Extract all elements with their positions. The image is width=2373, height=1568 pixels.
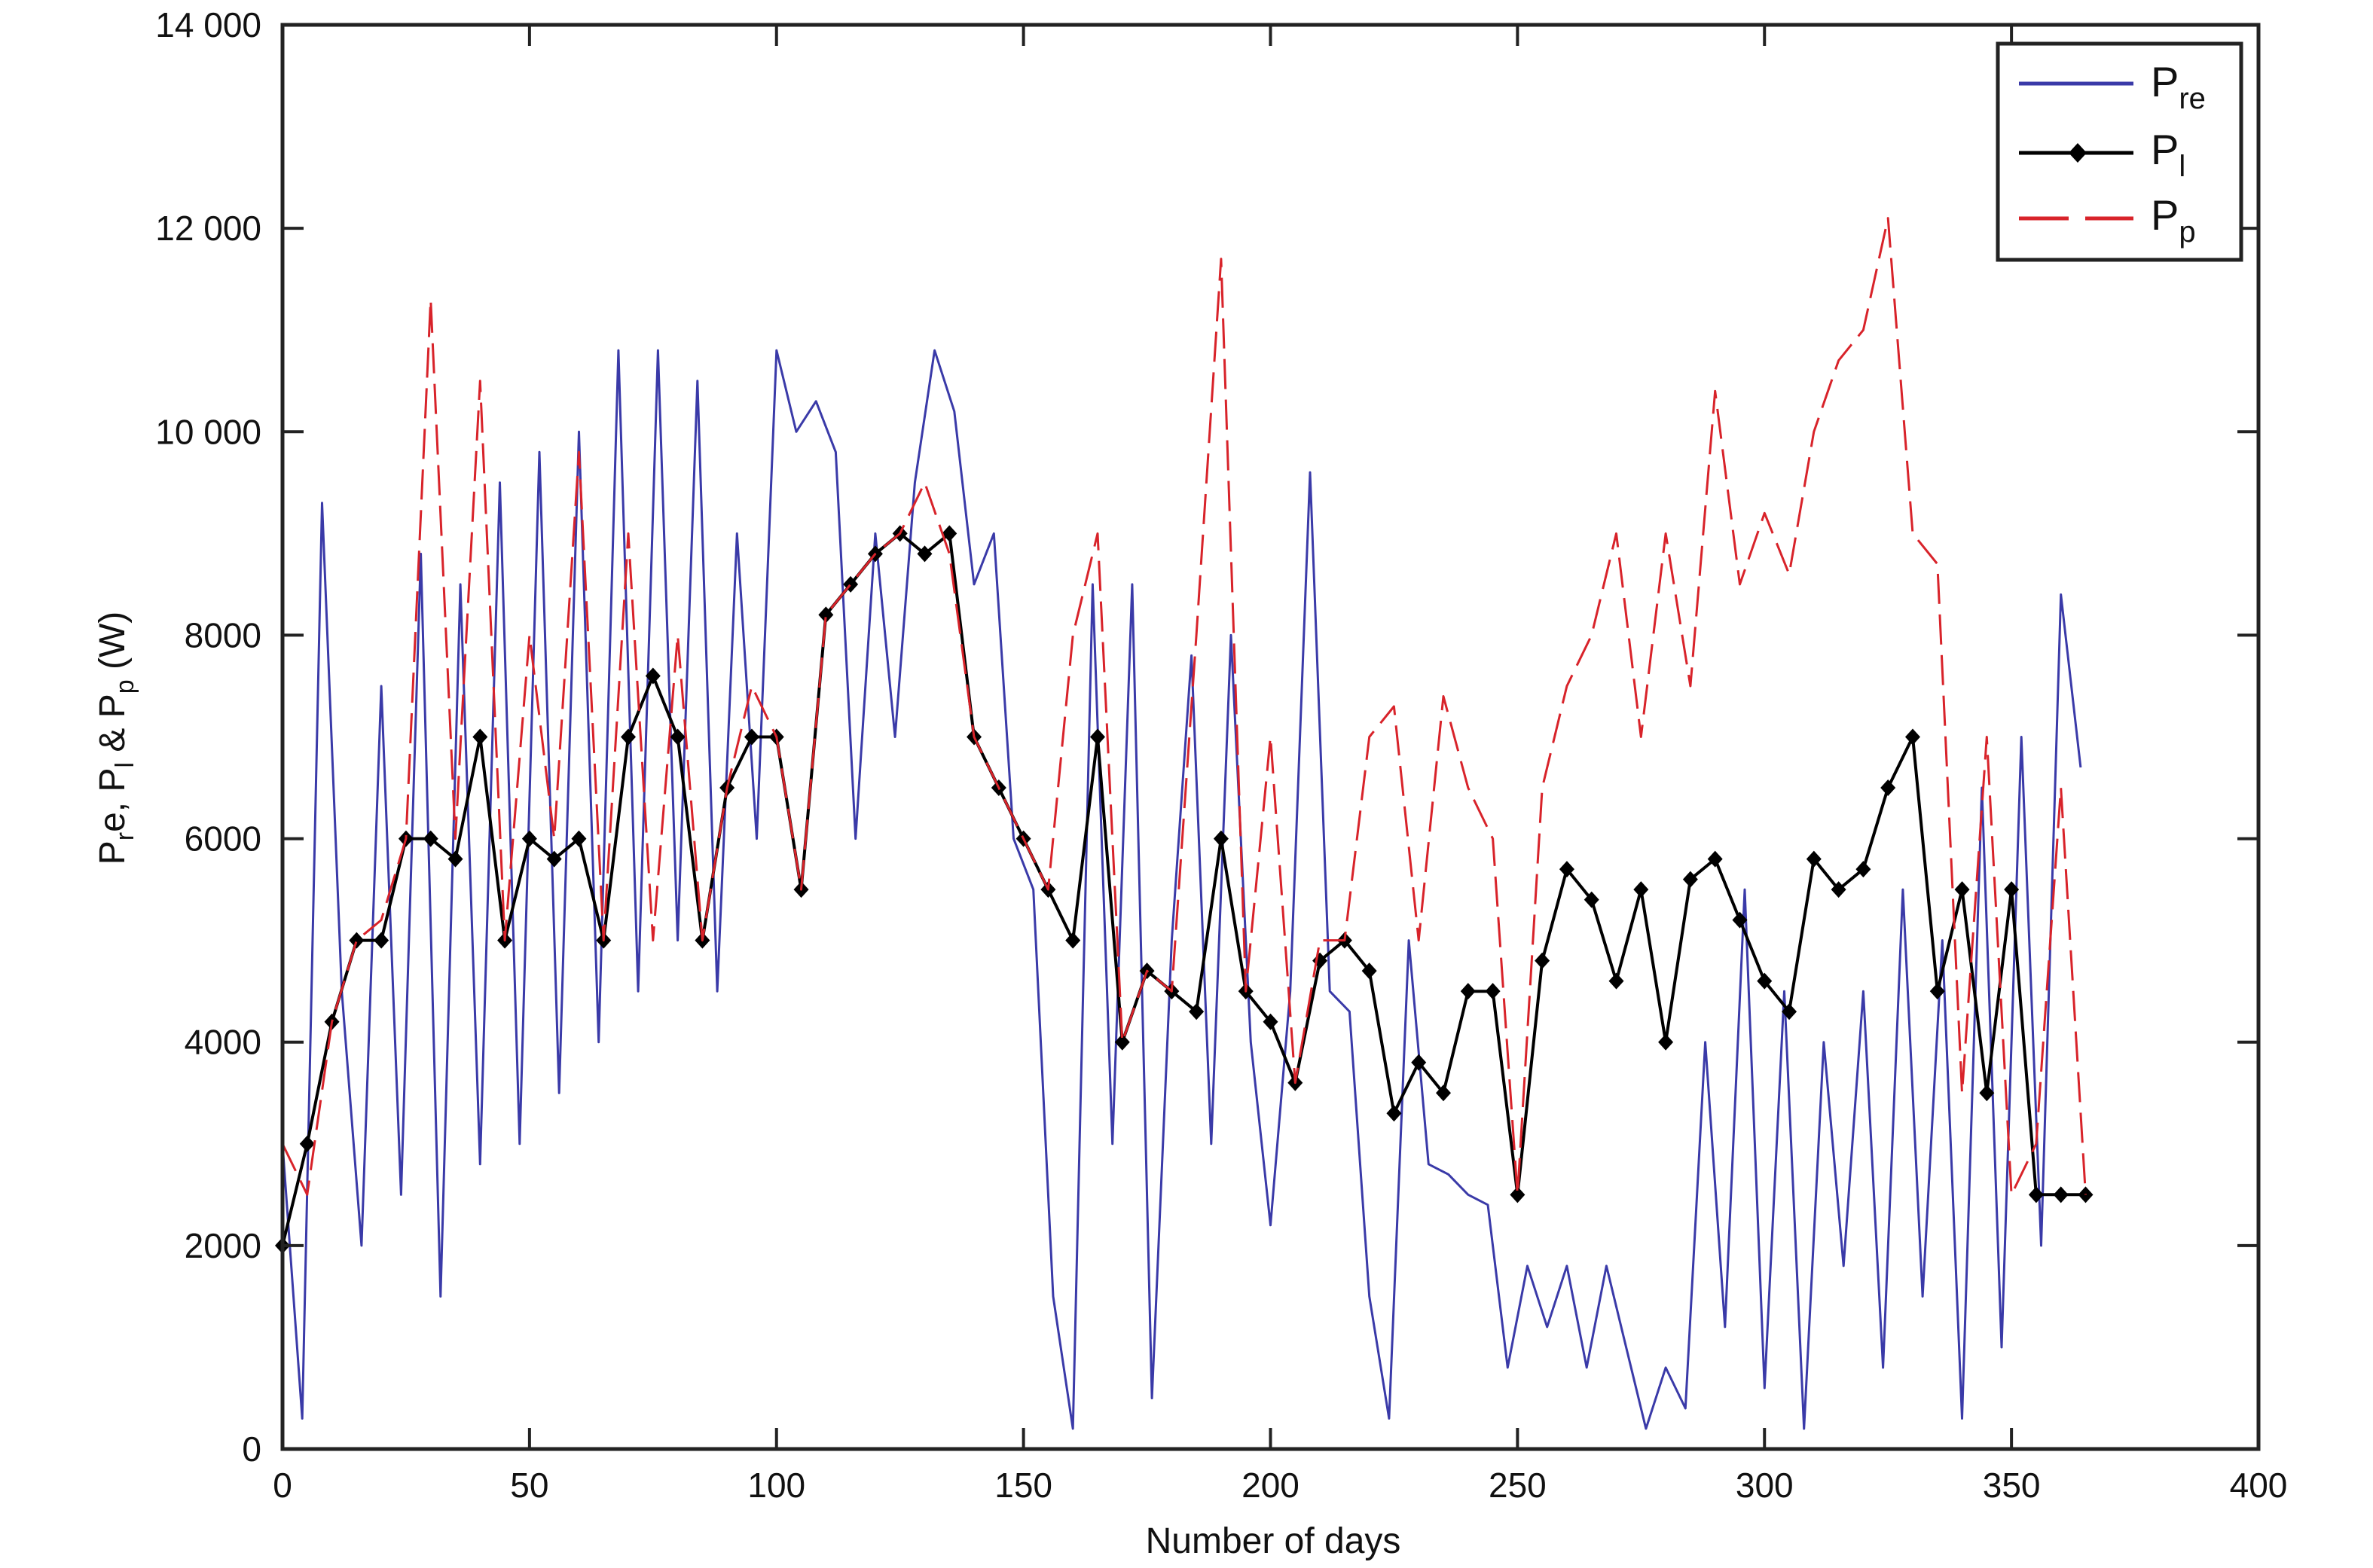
- y-tick-label: 6000: [185, 819, 261, 859]
- x-tick-label: 200: [1241, 1466, 1300, 1505]
- series-layer: [275, 217, 2094, 1430]
- x-tick-label: 350: [1983, 1466, 2041, 1505]
- pl-marker: [1386, 1105, 1402, 1122]
- pl-marker: [521, 830, 537, 847]
- pl-marker: [1658, 1033, 1674, 1051]
- pl-marker: [1855, 861, 1871, 878]
- series-line-pp: [281, 217, 2087, 1196]
- y-axis-label: Pre, Pl & Pp (W): [93, 612, 139, 865]
- pl-marker: [942, 525, 957, 542]
- pl-marker: [299, 1135, 315, 1152]
- pl-marker: [1782, 1003, 1797, 1020]
- pl-marker: [1608, 972, 1624, 990]
- pl-marker: [423, 830, 438, 847]
- x-tick-label: 250: [1489, 1466, 1547, 1505]
- pl-marker: [1213, 830, 1229, 847]
- pl-marker: [1460, 983, 1476, 1000]
- pl-marker: [1485, 983, 1501, 1000]
- legend-label-pl: Pl: [2151, 126, 2185, 183]
- legend: Pre Pl Pp: [1996, 41, 2243, 262]
- y-tick-label: 2000: [185, 1226, 261, 1265]
- pl-marker: [1263, 1013, 1278, 1030]
- y-tick-label: 4000: [185, 1023, 261, 1062]
- pl-marker: [917, 545, 933, 563]
- pl-marker: [349, 932, 365, 949]
- pl-marker: [1732, 911, 1748, 929]
- pl-marker: [1904, 728, 1920, 746]
- pl-marker: [1065, 932, 1081, 949]
- pl-marker: [1584, 891, 1599, 908]
- plot-frame: [280, 23, 2261, 1451]
- pl-marker: [818, 606, 834, 624]
- pl-marker: [1436, 1084, 1452, 1102]
- pl-marker: [571, 830, 587, 847]
- pl-marker: [1757, 972, 1773, 990]
- pl-marker: [1954, 881, 1970, 898]
- pl-marker: [2004, 881, 2020, 898]
- pl-marker: [1880, 779, 1896, 797]
- pl-marker: [447, 850, 463, 868]
- pl-marker: [1929, 983, 1945, 1000]
- pl-marker: [374, 932, 389, 949]
- pl-marker: [1411, 1054, 1427, 1071]
- y-tick-label: 8000: [185, 615, 261, 654]
- pl-marker: [621, 728, 637, 746]
- pl-marker: [1707, 850, 1723, 868]
- x-tick-label: 0: [273, 1466, 292, 1505]
- series-line-pl: [281, 532, 2086, 1246]
- pl-marker: [1831, 881, 1846, 898]
- pl-marker: [1535, 952, 1550, 969]
- pl-marker: [2078, 1186, 2094, 1203]
- series-line-pre: [281, 349, 2082, 1430]
- pl-marker: [1189, 1003, 1205, 1020]
- pl-marker: [670, 728, 686, 746]
- pl-marker: [1682, 871, 1698, 888]
- pl-marker: [1979, 1084, 1995, 1102]
- ticks-layer: 0 50 100 150 200 250 300 350 4000200040006000800…: [155, 5, 2287, 1505]
- y-tick-label: 14 000: [155, 5, 261, 44]
- pl-marker: [1559, 861, 1574, 878]
- pl-marker: [744, 728, 759, 746]
- pl-marker: [1510, 1186, 1526, 1203]
- x-tick-label: 400: [2230, 1466, 2288, 1505]
- legend-label-pre: Pre: [2151, 58, 2206, 115]
- pl-marker: [2028, 1186, 2044, 1203]
- pl-marker: [1089, 728, 1105, 746]
- pl-marker: [2053, 1186, 2069, 1203]
- legend-label-pp: Pp: [2151, 191, 2196, 249]
- x-tick-label: 300: [1736, 1466, 1794, 1505]
- pl-marker: [1806, 850, 1822, 868]
- x-tick-label: 50: [510, 1466, 548, 1505]
- pl-marker: [546, 850, 562, 868]
- pl-marker: [1114, 1033, 1130, 1051]
- pl-marker: [1361, 962, 1377, 980]
- y-tick-label: 10 000: [155, 412, 261, 451]
- x-tick-label: 100: [747, 1466, 805, 1505]
- legend-marker-pl: [2069, 143, 2087, 163]
- pl-marker: [645, 667, 661, 685]
- y-tick-label: 0: [242, 1429, 261, 1469]
- y-tick-label: 12 000: [155, 209, 261, 248]
- pl-marker: [1633, 881, 1649, 898]
- pl-marker: [472, 728, 488, 746]
- x-tick-label: 150: [994, 1466, 1052, 1505]
- x-axis-label: Number of days: [1146, 1521, 1401, 1561]
